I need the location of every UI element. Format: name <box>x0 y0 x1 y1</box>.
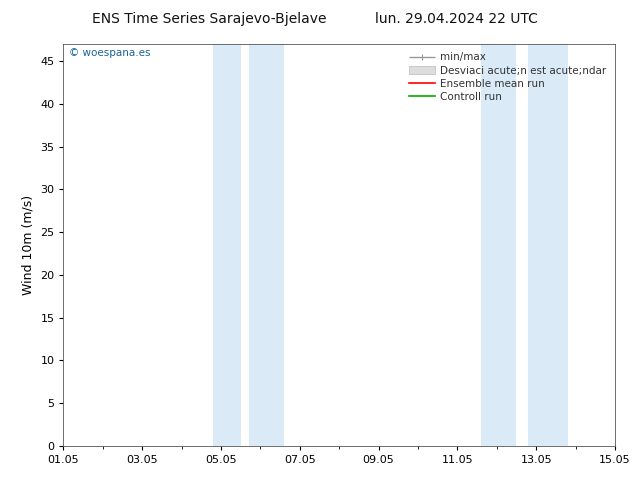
Legend: min/max, Desviaci acute;n est acute;ndar, Ensemble mean run, Controll run: min/max, Desviaci acute;n est acute;ndar… <box>406 49 610 105</box>
Y-axis label: Wind 10m (m/s): Wind 10m (m/s) <box>22 195 35 295</box>
Text: ENS Time Series Sarajevo-Bjelave: ENS Time Series Sarajevo-Bjelave <box>92 12 327 26</box>
Text: lun. 29.04.2024 22 UTC: lun. 29.04.2024 22 UTC <box>375 12 538 26</box>
Bar <box>213 44 241 446</box>
Bar <box>249 44 284 446</box>
Text: © woespana.es: © woespana.es <box>69 48 150 58</box>
Bar <box>528 44 567 446</box>
Bar <box>481 44 517 446</box>
